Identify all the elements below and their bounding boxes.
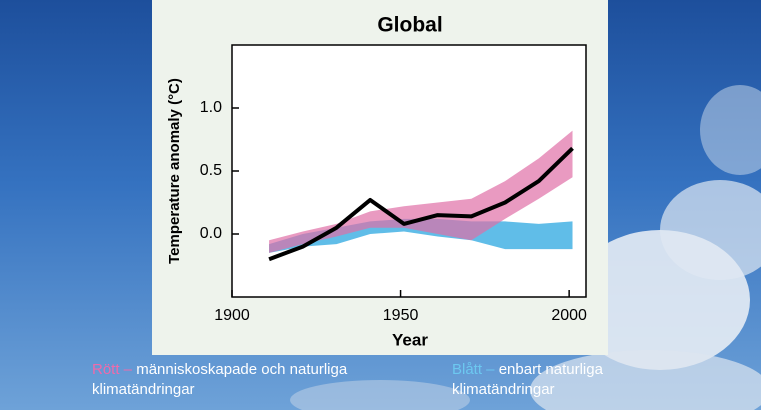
slide: Global Year Temperature anomaly (°C) 0.0… — [0, 0, 761, 410]
y-tick-label: 0.0 — [200, 225, 222, 242]
x-tick-label: 2000 — [551, 307, 587, 324]
y-axis-label: Temperature anomaly (°C) — [166, 78, 183, 264]
x-tick-label: 1950 — [383, 307, 419, 324]
x-tick-label: 1900 — [214, 307, 250, 324]
y-tick-label: 0.5 — [200, 162, 222, 179]
chart: Global Year Temperature anomaly (°C) 0.0… — [0, 0, 761, 410]
caption: Rött – människoskapade och naturliga kli… — [92, 360, 362, 400]
y-tick-label: 1.0 — [200, 99, 222, 116]
caption-label: Rött – — [92, 361, 132, 378]
caption-label: Blått – — [452, 361, 495, 378]
chart-title: Global — [377, 14, 442, 37]
caption: Blått – enbart naturliga klimatändringar — [452, 360, 662, 400]
x-axis-label: Year — [392, 330, 428, 349]
